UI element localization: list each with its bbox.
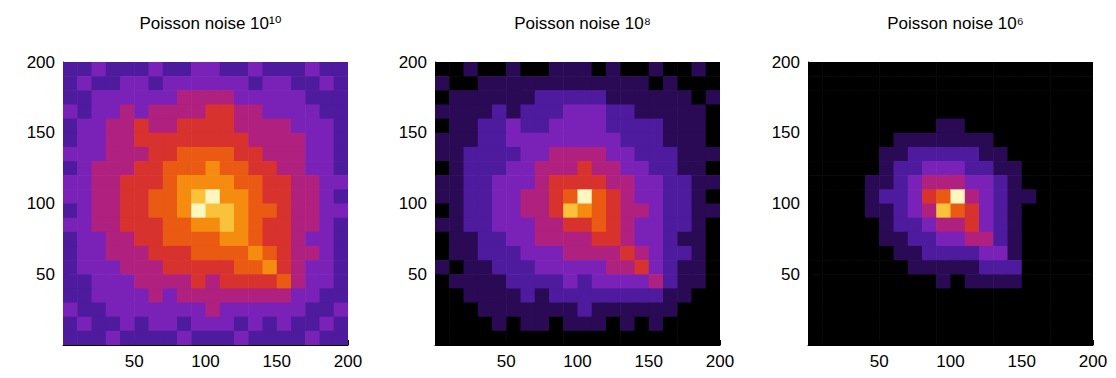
- svg-text:100: 100: [772, 194, 800, 213]
- svg-text:200: 200: [399, 53, 427, 72]
- svg-text:100: 100: [563, 352, 591, 371]
- svg-text:150: 150: [399, 123, 427, 142]
- svg-text:200: 200: [1079, 352, 1107, 371]
- svg-text:150: 150: [263, 352, 291, 371]
- svg-text:150: 150: [635, 352, 663, 371]
- svg-text:Poisson noise 10⁶: Poisson noise 10⁶: [887, 14, 1023, 33]
- svg-text:150: 150: [772, 123, 800, 142]
- svg-text:50: 50: [125, 352, 144, 371]
- svg-text:200: 200: [27, 53, 55, 72]
- svg-text:200: 200: [706, 352, 734, 371]
- svg-text:200: 200: [772, 53, 800, 72]
- svg-text:Poisson noise 10¹⁰: Poisson noise 10¹⁰: [140, 14, 282, 33]
- svg-text:100: 100: [936, 352, 964, 371]
- svg-text:50: 50: [408, 265, 427, 284]
- svg-text:100: 100: [191, 352, 219, 371]
- svg-text:200: 200: [334, 352, 362, 371]
- svg-text:100: 100: [27, 194, 55, 213]
- svg-text:150: 150: [1008, 352, 1036, 371]
- svg-text:50: 50: [870, 352, 889, 371]
- svg-text:50: 50: [781, 265, 800, 284]
- svg-text:150: 150: [27, 123, 55, 142]
- svg-text:100: 100: [399, 194, 427, 213]
- svg-text:50: 50: [36, 265, 55, 284]
- svg-text:Poisson noise 10⁸: Poisson noise 10⁸: [514, 14, 651, 33]
- svg-text:50: 50: [497, 352, 516, 371]
